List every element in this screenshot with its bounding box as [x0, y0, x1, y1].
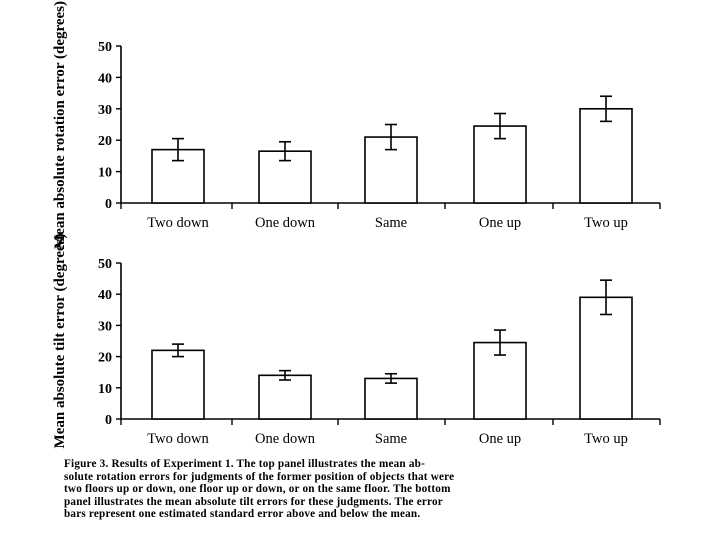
- x-tick-label: Two down: [147, 215, 209, 231]
- x-tick-label: One up: [479, 431, 521, 447]
- y-tick-label: 10: [98, 166, 112, 181]
- y-tick-label: 0: [105, 197, 112, 212]
- bar: [151, 349, 205, 420]
- x-tick-label: Same: [375, 431, 407, 447]
- results-chart: 0 10 20 30 40 50 Two down One down Same One up Two…: [52, 1, 661, 449]
- y-tick-label: 40: [98, 71, 112, 86]
- caption-line: two floors up or down, one floor up or d…: [64, 483, 451, 496]
- figure-caption: Figure 3. Results of Experiment 1. The t…: [64, 458, 670, 521]
- x-tick-label: One up: [479, 215, 521, 231]
- y-tick-label: 50: [98, 40, 112, 55]
- bar: [258, 374, 312, 420]
- y-tick-label: 0: [105, 413, 112, 428]
- bar: [364, 377, 418, 420]
- bar: [579, 296, 633, 420]
- y-tick-label: 50: [98, 257, 112, 272]
- rotation-error-panel: 0 10 20 30 40 50 Two down One down Same One up Two…: [52, 1, 661, 249]
- caption-line: solute rotation errors for judgments of …: [64, 470, 455, 483]
- y-tick-label: 20: [98, 134, 112, 149]
- caption-line: bars represent one estimated standard er…: [64, 508, 421, 521]
- y-axis-label: Mean absolute rotation error (degrees): [52, 1, 68, 249]
- caption-line: Figure 3. Results of Experiment 1. The t…: [64, 458, 425, 470]
- x-tick-label: One down: [255, 215, 316, 231]
- y-tick-label: 30: [98, 319, 112, 334]
- bar: [579, 108, 633, 204]
- x-tick-label: Same: [375, 215, 407, 231]
- x-tick-label: Two down: [147, 431, 209, 447]
- x-tick-label: One down: [255, 431, 316, 447]
- caption-line: panel illustrates the mean absolute tilt…: [64, 495, 443, 508]
- bar: [258, 150, 312, 204]
- y-tick-label: 30: [98, 103, 112, 118]
- y-axis-label: Mean absolute tilt error (degrees): [52, 234, 68, 449]
- y-tick-label: 20: [98, 351, 112, 366]
- tilt-error-panel: 0 10 20 30 40 50 Two down One down Same One up Two…: [52, 234, 661, 449]
- x-tick-label: Two up: [584, 431, 628, 447]
- y-tick-label: 40: [98, 288, 112, 303]
- bar: [151, 148, 205, 204]
- y-tick-label: 10: [98, 382, 112, 397]
- bar: [473, 341, 527, 420]
- x-tick-label: Two up: [584, 215, 628, 231]
